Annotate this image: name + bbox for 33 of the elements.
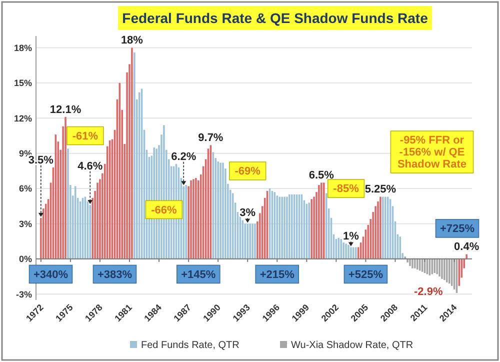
annotation: 12.1% xyxy=(50,104,82,116)
y-tick-label: -3% xyxy=(16,289,32,300)
y-tick-label: 3% xyxy=(18,218,32,229)
annotation: 3% xyxy=(240,207,256,220)
annotation: +525% xyxy=(348,268,384,281)
annotation: +383% xyxy=(97,268,132,281)
annotation: +725% xyxy=(440,223,475,236)
annotation: -61% xyxy=(72,130,98,142)
legend-label: Wu-Xia Shadow Rate, QTR xyxy=(291,340,414,351)
annotation: -66% xyxy=(151,204,177,216)
y-tick-label: 12% xyxy=(14,113,32,124)
annotation: +340% xyxy=(33,268,68,281)
annotation: 0.4% xyxy=(454,241,480,254)
chart-title: Federal Funds Rate & QE Shadow Funds Rate xyxy=(122,10,428,26)
annotation: 6.5% xyxy=(308,170,334,182)
annotation: 6.2% xyxy=(171,150,196,163)
annotation: -95% FFR or -156% w/ QE Shadow Rate xyxy=(397,134,467,171)
annotation: 18% xyxy=(120,34,144,47)
annotation: -69% xyxy=(234,166,261,178)
annotation: 5.25% xyxy=(364,184,396,196)
annotation: -85% xyxy=(333,183,360,196)
legend-label: Fed Funds Rate, QTR xyxy=(141,340,240,351)
annotation: 4.6% xyxy=(78,160,103,172)
y-tick-label: 0% xyxy=(18,254,32,264)
y-tick-label: 18% xyxy=(14,42,32,53)
y-tick-label: 15% xyxy=(14,78,32,88)
annotation: 9.7% xyxy=(198,132,224,144)
y-tick-label: 6% xyxy=(18,184,32,194)
annotation: 1% xyxy=(342,230,360,243)
annotation: +145% xyxy=(181,268,216,281)
annotation: 3.5% xyxy=(28,154,54,166)
annotation: +215% xyxy=(260,268,295,281)
annotation: -2.9% xyxy=(414,286,443,298)
